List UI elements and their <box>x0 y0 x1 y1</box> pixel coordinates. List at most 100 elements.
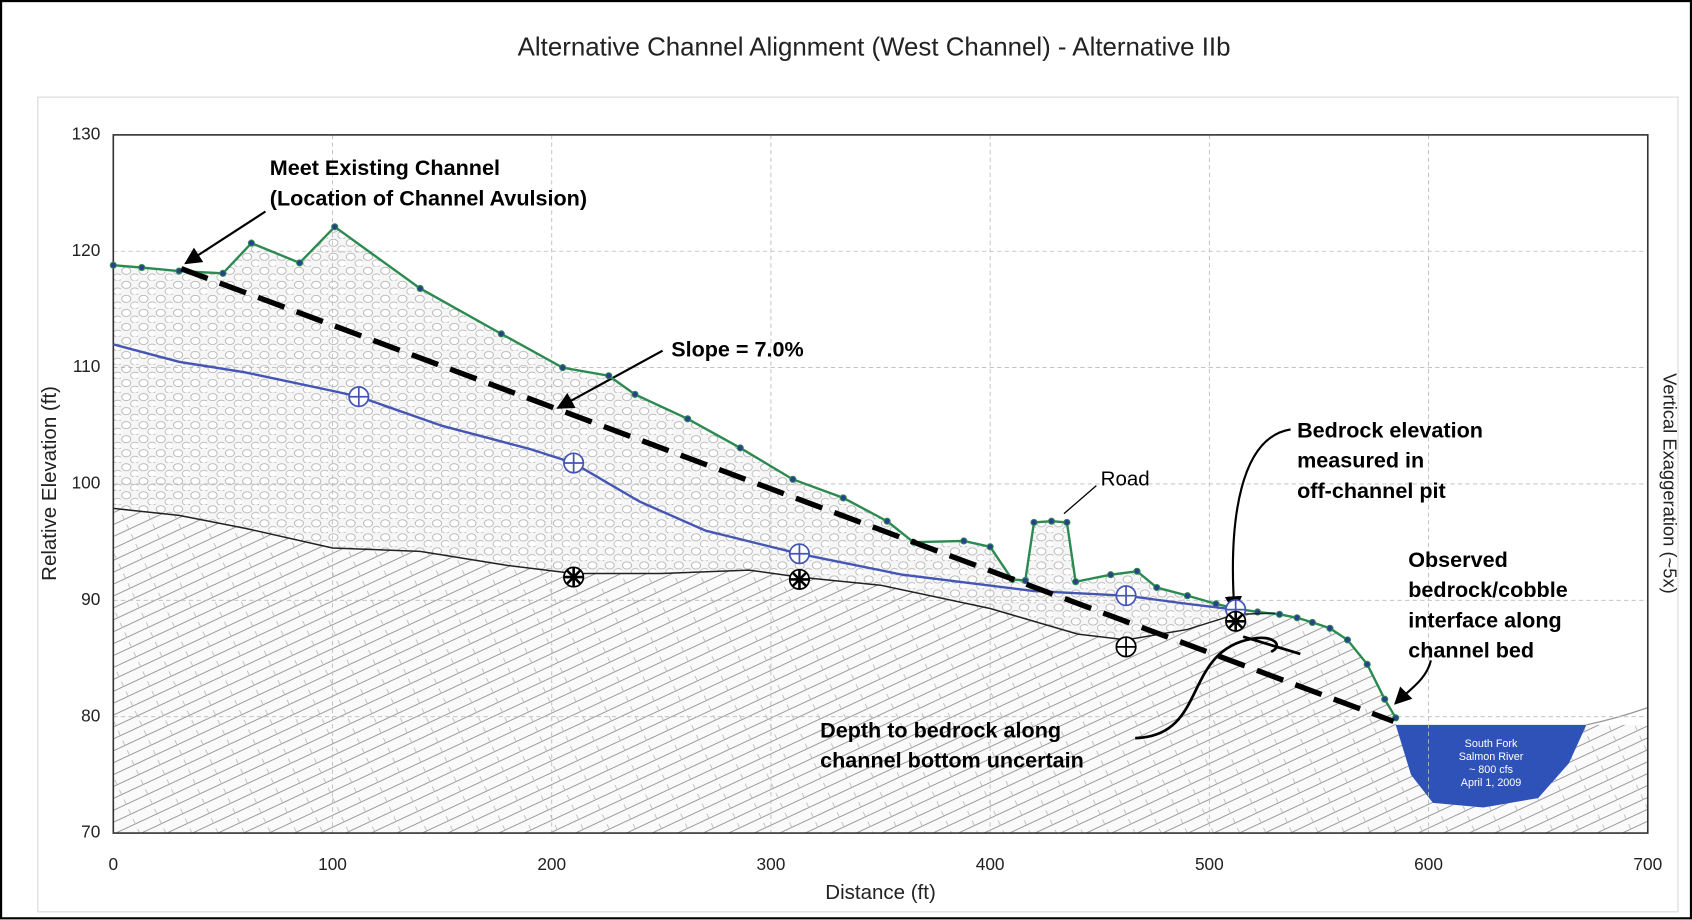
annotation: interface along <box>1408 607 1561 632</box>
vertex-marker <box>1021 576 1029 585</box>
y-tick-label: 120 <box>72 240 101 260</box>
y-tick-label: 100 <box>72 473 101 493</box>
survey-point <box>1225 610 1247 632</box>
vertex-marker <box>605 372 613 380</box>
vertex-marker <box>789 475 797 483</box>
annotation: channel bottom uncertain <box>820 748 1084 773</box>
annotation: Bedrock elevation <box>1297 417 1483 442</box>
profile-line <box>113 507 1276 641</box>
river-label: ~ 800 cfs <box>1469 764 1513 776</box>
point-cross <box>1225 611 1246 631</box>
x-tick-label: 300 <box>757 854 786 874</box>
x-tick-label: 0 <box>109 854 119 874</box>
survey-point <box>1115 636 1137 658</box>
y-tick-label: 80 <box>81 705 100 725</box>
right-bank <box>1586 706 1649 726</box>
vertex-marker <box>839 494 847 502</box>
vertex-marker <box>1308 618 1316 627</box>
annotation: (Location of Channel Avulsion) <box>270 185 587 210</box>
vertex-marker <box>1183 592 1192 600</box>
vertex-marker <box>1030 518 1038 526</box>
y-tick-label: 110 <box>73 356 101 376</box>
arrow <box>1394 660 1432 705</box>
vertex-marker <box>416 284 424 293</box>
slope-line <box>180 266 1395 724</box>
y-axis-label: Relative Elevation (ft) <box>38 386 61 581</box>
vertex-marker <box>1133 567 1141 575</box>
vertex-marker <box>219 269 227 277</box>
plot-border <box>112 134 1649 834</box>
x-tick-label: 200 <box>537 854 566 874</box>
annotation: off-channel pit <box>1297 478 1446 503</box>
vertex-marker <box>1107 571 1115 579</box>
point-cross <box>1116 585 1136 606</box>
river-label: April 1, 2009 <box>1461 777 1522 789</box>
vertex-marker <box>497 330 505 338</box>
y-tick-label: 90 <box>81 589 100 609</box>
vertex-marker <box>1326 624 1334 632</box>
vertex-marker <box>1343 636 1352 644</box>
survey-point <box>1115 585 1137 607</box>
annotation: bedrock/cobble <box>1408 577 1567 602</box>
vertex-marker <box>960 537 968 545</box>
x-tick-label: 500 <box>1195 854 1224 874</box>
arrow <box>184 210 267 265</box>
vertex-marker <box>1293 614 1301 622</box>
vertex-marker <box>296 259 304 267</box>
vertex-marker <box>331 223 339 231</box>
vertex-marker <box>631 390 639 398</box>
survey-point <box>788 568 811 590</box>
vertex-marker <box>1072 578 1080 586</box>
x-tick-label: 100 <box>318 854 347 874</box>
annotation: Meet Existing Channel <box>270 155 500 180</box>
annotation: channel bed <box>1408 637 1534 662</box>
vertex-marker <box>1363 660 1371 668</box>
annotation: measured in <box>1297 448 1424 473</box>
arrows <box>184 210 1432 740</box>
arrow <box>1224 428 1291 614</box>
point-cross <box>563 567 584 587</box>
y-tick-label: 130 <box>72 123 101 143</box>
annotation: Observed <box>1408 547 1508 572</box>
vertex-marker <box>559 364 567 372</box>
survey-point <box>563 566 585 588</box>
vertex-marker <box>247 239 255 247</box>
point-cross <box>563 453 584 473</box>
bedrock-fill <box>113 508 1648 834</box>
survey-point <box>563 452 585 474</box>
river <box>1395 724 1587 808</box>
vertex-marker <box>138 263 146 272</box>
annotation: Slope = 7.0% <box>671 336 804 361</box>
x-tick-label: 400 <box>976 854 1005 874</box>
chart-title: Alternative Channel Alignment (West Chan… <box>518 33 1231 61</box>
x-axis-label: Distance (ft) <box>825 881 936 904</box>
vertex-marker <box>1063 518 1071 526</box>
vertex-marker <box>736 444 744 452</box>
vertex-marker <box>883 517 891 525</box>
arrow <box>1135 635 1301 740</box>
cobble-fill <box>113 226 1276 640</box>
vertex-marker <box>1275 610 1284 618</box>
vertex-marker <box>109 261 117 269</box>
y2-axis-label: Vertical Exaggeration (~5x) <box>1659 373 1680 594</box>
river-label: South Fork <box>1465 738 1518 750</box>
point-cross <box>789 544 810 564</box>
vertex-marker <box>684 415 692 423</box>
annotation: Road <box>1101 468 1150 491</box>
annotation: Depth to bedrock along <box>820 717 1061 742</box>
x-tick-label: 600 <box>1414 854 1443 874</box>
arrow <box>1063 485 1097 515</box>
river-label: Salmon River <box>1459 751 1524 763</box>
vertex-marker <box>1047 517 1056 525</box>
point-cross <box>349 386 369 407</box>
vertex-marker <box>1381 695 1389 703</box>
vertex-marker <box>1153 583 1161 592</box>
x-tick-label: 700 <box>1633 854 1662 874</box>
y-tick-label: 70 <box>81 822 100 842</box>
profile-line <box>113 343 1236 611</box>
arrow <box>556 349 664 409</box>
point-cross <box>789 569 810 590</box>
